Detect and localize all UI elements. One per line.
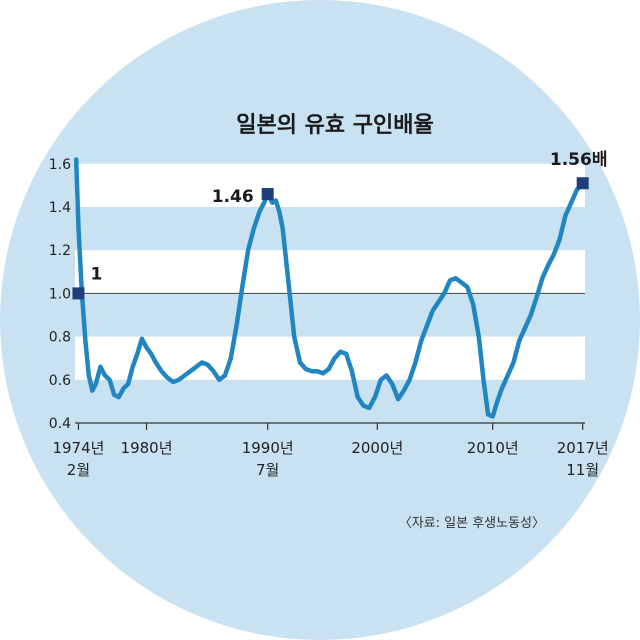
y-tick-label: 1.6 (49, 157, 71, 173)
grid-band-0 (75, 163, 585, 207)
y-tick-label: 0.6 (49, 373, 71, 389)
x-tick-label: 2017년 (557, 439, 609, 457)
source-note: 〈자료: 일본 후생노동성〉 (399, 516, 545, 531)
x-tick-label: 1980년 (121, 439, 173, 457)
grid-band-1 (75, 250, 585, 294)
y-tick-label: 0.8 (49, 330, 71, 346)
x-tick-label: 2000년 (351, 439, 403, 457)
annotation-marker (261, 188, 274, 201)
y-tick-label: 1.4 (49, 200, 71, 216)
annotation-label: 1 (90, 264, 102, 284)
annotation-marker (72, 287, 85, 300)
grid-bands (75, 163, 585, 380)
x-tick-label: 2010년 (467, 439, 519, 457)
x-tick-sublabel: 7월 (256, 461, 279, 479)
x-tick-sublabel: 11월 (566, 461, 599, 479)
y-tick-label: 1.2 (49, 243, 71, 259)
y-axis-ticks: 1.6 1.4 1.2 1.0 0.8 0.6 0.4 (49, 157, 71, 432)
x-tick-sublabel: 2월 (67, 461, 90, 479)
y-tick-label: 0.4 (49, 416, 71, 432)
x-axis-ticks: 1974년 2월 1980년 1990년 7월 2000년 2010년 2017년 11월 (52, 423, 609, 479)
y-tick-label: 1.0 (49, 286, 71, 302)
annotation-marker (576, 177, 589, 190)
x-tick-label: 1990년 (242, 439, 294, 457)
annotation-label: 1.56배 (550, 150, 608, 170)
annotation-label: 1.46 (212, 187, 254, 207)
chart-title: 일본의 유효 구인배율 (236, 113, 433, 138)
series-line (73, 157, 585, 419)
annotation-markers: 1 1.46 1.56배 (72, 150, 608, 300)
x-tick-label: 1974년 (52, 439, 104, 457)
